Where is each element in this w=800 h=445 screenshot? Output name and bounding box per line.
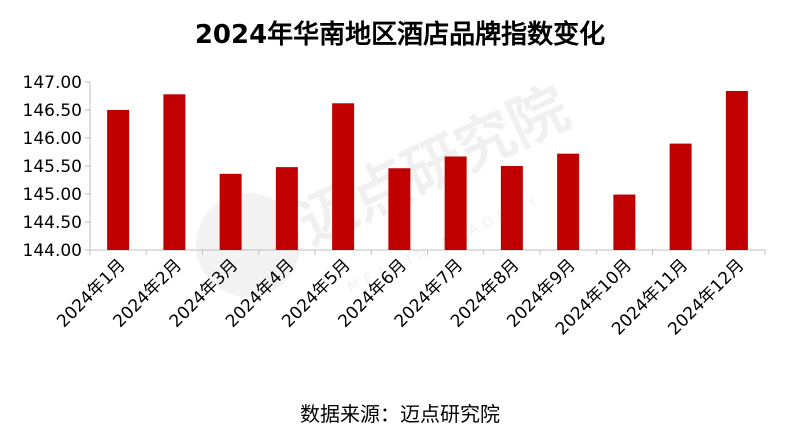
y-tick-label: 147.00 xyxy=(23,73,82,93)
y-tick-label: 146.00 xyxy=(23,129,82,149)
y-tick-label: 144.00 xyxy=(23,241,82,261)
bar-2 xyxy=(163,94,186,250)
data-source: 数据来源：迈点研究院 xyxy=(300,402,500,426)
bar-12 xyxy=(725,90,748,251)
bar-7 xyxy=(444,156,467,250)
y-tick-label: 145.50 xyxy=(23,157,82,177)
y-tick-label: 146.50 xyxy=(23,101,82,121)
bar-9 xyxy=(557,153,580,250)
bar-3 xyxy=(219,173,242,250)
bar-5 xyxy=(332,103,355,250)
bar-4 xyxy=(275,167,298,250)
bar-6 xyxy=(388,168,411,250)
y-tick-label: 144.50 xyxy=(23,213,82,233)
y-tick-label: 145.00 xyxy=(23,185,82,205)
watermark-text: 迈点研究院 xyxy=(287,73,579,257)
bar-10 xyxy=(613,194,636,250)
chart-title: 2024年华南地区酒店品牌指数变化 xyxy=(194,20,606,50)
bar-8 xyxy=(500,166,523,250)
bar-1 xyxy=(107,110,130,250)
bar-11 xyxy=(669,143,692,250)
